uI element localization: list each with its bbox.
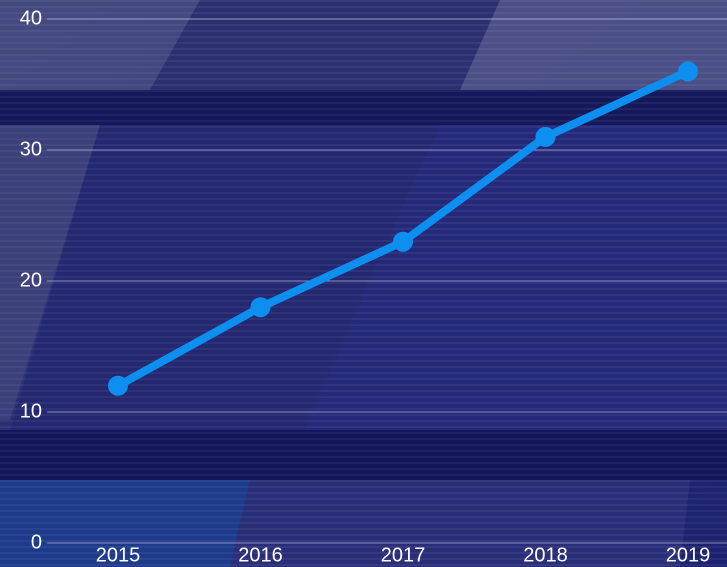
x-tick-label: 2016 xyxy=(238,544,283,566)
chart: 0 10 20 30 40 2015 2016 2017 2018 2019 xyxy=(0,0,727,567)
x-tick-label: 2017 xyxy=(381,544,426,566)
y-tick-label: 10 xyxy=(20,400,42,422)
point xyxy=(536,127,556,147)
x-tick-label: 2018 xyxy=(523,544,568,566)
point xyxy=(108,376,128,396)
page: {"chart_data": {"type": "line", "categor… xyxy=(0,0,727,567)
point xyxy=(393,232,413,252)
x-tick-label: 2015 xyxy=(96,544,141,566)
y-tick-label: 20 xyxy=(20,269,42,291)
x-tick-label: 2019 xyxy=(666,544,711,566)
background xyxy=(0,0,727,567)
y-tick-label: 30 xyxy=(20,138,42,160)
y-tick-label: 0 xyxy=(31,531,42,553)
y-tick-label: 40 xyxy=(20,7,42,29)
point xyxy=(251,297,271,317)
point xyxy=(678,61,698,81)
